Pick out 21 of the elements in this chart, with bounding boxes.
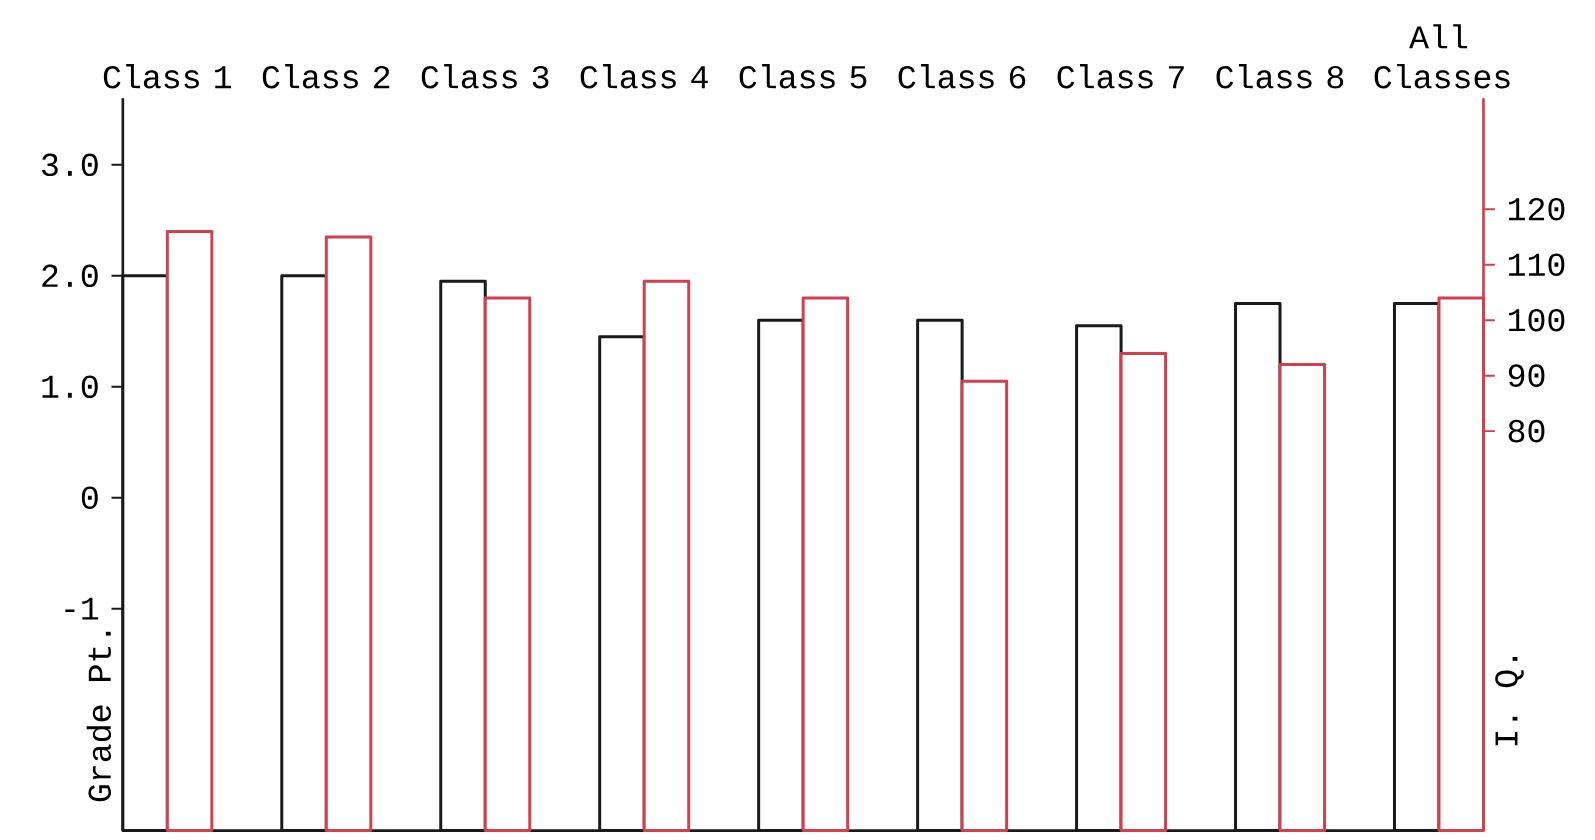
x-tick-label: Class 8 <box>1216 64 1344 89</box>
x-tick-label: Class 7 <box>1057 64 1184 89</box>
y-tick-label: 3.0 <box>42 153 98 177</box>
y2-tick-label: 120 <box>1508 197 1565 221</box>
y2-tick-label: 100 <box>1508 308 1565 332</box>
y2-axis-title: I. Q. <box>1495 657 1524 746</box>
y2-tick-label: 80 <box>1508 419 1545 443</box>
y-axis-title: Grade Pt. <box>86 631 112 802</box>
y2-tick-label: 90 <box>1508 364 1545 387</box>
y-tick-label: 1.0 <box>42 375 98 399</box>
x-tick-label: Class 4 <box>580 64 708 89</box>
x-tick-label: Class 3 <box>421 64 549 89</box>
x-tick-label: Class 5 <box>739 64 867 89</box>
x-tick-label: Class 1 <box>103 64 232 89</box>
x-tick-label: Class 2 <box>262 64 390 89</box>
y-tick-label: -1 <box>65 597 99 620</box>
x-tick-label: All Classes <box>1374 24 1510 89</box>
x-tick-label: Class 6 <box>898 64 1026 89</box>
y-tick-label: 2.0 <box>42 264 98 288</box>
y-tick-label: 0 <box>81 486 98 509</box>
y2-tick-label: 110 <box>1508 253 1565 276</box>
